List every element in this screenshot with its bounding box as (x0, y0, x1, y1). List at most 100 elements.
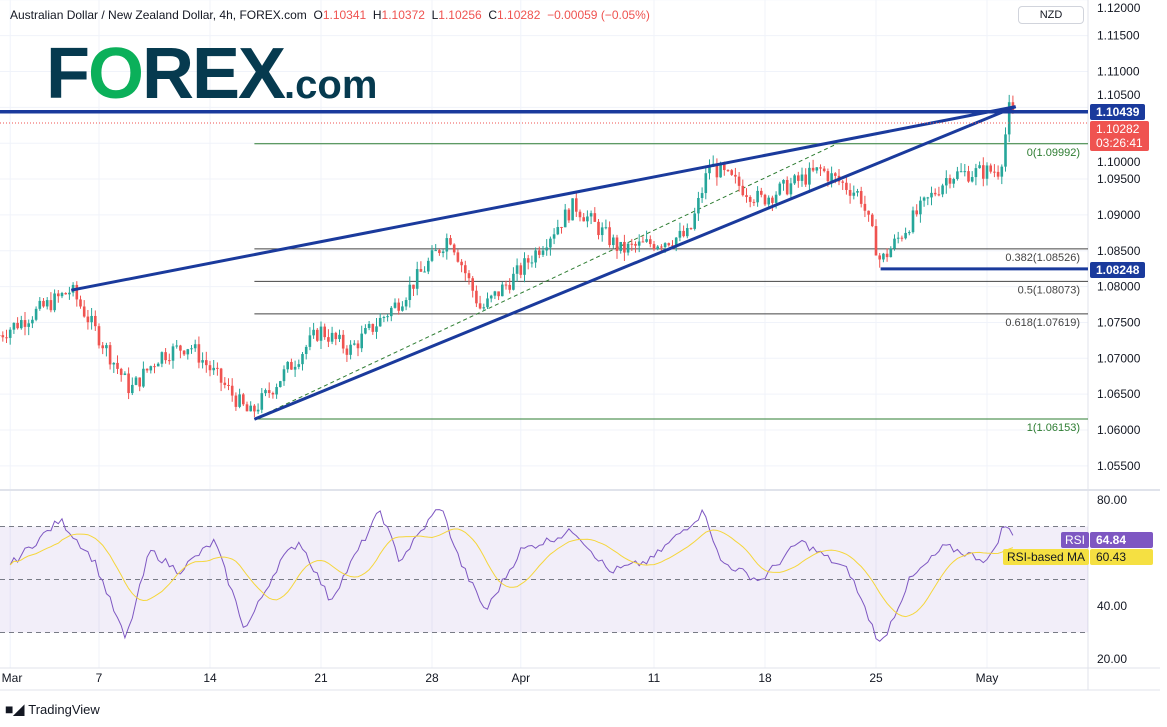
tradingview-logo-icon: ■◢ (5, 701, 25, 717)
candle-body (164, 352, 167, 361)
candle-body (726, 170, 730, 172)
candle-body (793, 175, 796, 184)
candle-body (867, 210, 870, 215)
candle-body (197, 344, 201, 363)
candle-body (160, 352, 164, 364)
price-axis-label: 1.09000 (1097, 208, 1141, 222)
support-price-tag: 1.08248 (1090, 262, 1146, 278)
candle-body (297, 364, 301, 367)
candle-body (90, 315, 93, 323)
candle-body (600, 227, 604, 236)
price-axis-label: 1.08000 (1097, 280, 1141, 294)
candle-body (804, 174, 807, 185)
candle-body (190, 348, 193, 350)
candle-body (556, 227, 560, 235)
candle-body (475, 290, 478, 304)
candle-body (989, 165, 992, 172)
candle-body (20, 320, 23, 329)
candle-body (538, 250, 541, 255)
currency-button[interactable]: NZD (1018, 6, 1084, 24)
candle-body (234, 395, 238, 407)
candle-body (504, 284, 508, 286)
candle-body (512, 273, 515, 290)
candle-body (834, 173, 837, 176)
candle-body (541, 250, 545, 255)
candle-body (34, 308, 38, 320)
candle-body (186, 349, 190, 355)
high-label: H (372, 8, 382, 22)
time-axis-label: Mar (2, 671, 23, 685)
low-value: 1.10256 (438, 8, 482, 22)
candle-body (630, 243, 634, 245)
candle-body (563, 209, 567, 228)
candle-body (445, 238, 449, 252)
candle-body (926, 197, 930, 199)
candle-body (741, 185, 745, 196)
candle-body (86, 316, 90, 323)
candle-body (878, 255, 881, 260)
candle-body (982, 165, 985, 179)
candle-body (5, 337, 8, 339)
candle-body (42, 300, 45, 307)
time-axis-label: May (976, 671, 999, 685)
candle-body (60, 293, 64, 297)
candle-body (815, 167, 819, 171)
candle-body (227, 384, 230, 386)
candle-body (97, 326, 101, 346)
candle-body (53, 293, 56, 311)
candle-body (830, 173, 833, 182)
time-axis-label: Apr (511, 671, 530, 685)
candle-body (704, 173, 708, 194)
candle-body (156, 363, 160, 367)
candle-body (682, 230, 685, 237)
candle-body (223, 382, 227, 385)
candle-body (301, 354, 304, 365)
candle-body (179, 345, 182, 351)
candle-body (774, 194, 778, 203)
rsi-ma-line (9, 528, 1014, 618)
candle-body (871, 214, 874, 227)
candle-body (560, 227, 563, 229)
candle-body (308, 335, 312, 347)
candle-body (360, 333, 363, 349)
candle-body (771, 197, 774, 203)
candle-body (523, 258, 526, 275)
candle-body (893, 238, 896, 249)
candle-body (885, 253, 889, 258)
candle-body (364, 328, 367, 334)
fib-level-label: 0.382(1.08526) (1005, 252, 1080, 264)
candle-body (367, 323, 371, 329)
candle-body (737, 176, 741, 186)
candle-body (922, 197, 926, 201)
candle-body (985, 165, 989, 179)
candle-body (760, 190, 763, 195)
candle-body (38, 300, 42, 309)
candle-body (660, 246, 663, 248)
candle-body (578, 211, 582, 218)
candle-body (852, 192, 856, 196)
price-axis-label: 1.05500 (1097, 459, 1141, 473)
candle-body (271, 393, 275, 395)
symbol-header: Australian Dollar / New Zealand Dollar, … (10, 8, 650, 22)
candle-body (549, 238, 552, 248)
candle-body (545, 247, 548, 251)
candle-body (319, 326, 323, 341)
candle-body (423, 271, 426, 273)
rsi-ma-value-tag: 60.43 (1090, 549, 1153, 565)
candle-body (31, 319, 34, 324)
last-price-tag: 1.10282 03:26:41 (1090, 121, 1149, 151)
candle-body (12, 322, 16, 330)
candle-body (863, 203, 867, 211)
candle-body (238, 394, 241, 407)
candle-body (264, 390, 267, 394)
candle-body (501, 284, 504, 297)
candle-body (486, 298, 489, 308)
tradingview-brand[interactable]: ■◢ TradingView (5, 701, 100, 718)
candle-body (286, 361, 289, 370)
candle-body (800, 174, 804, 181)
candle-body (797, 175, 800, 181)
candle-body (8, 329, 12, 338)
